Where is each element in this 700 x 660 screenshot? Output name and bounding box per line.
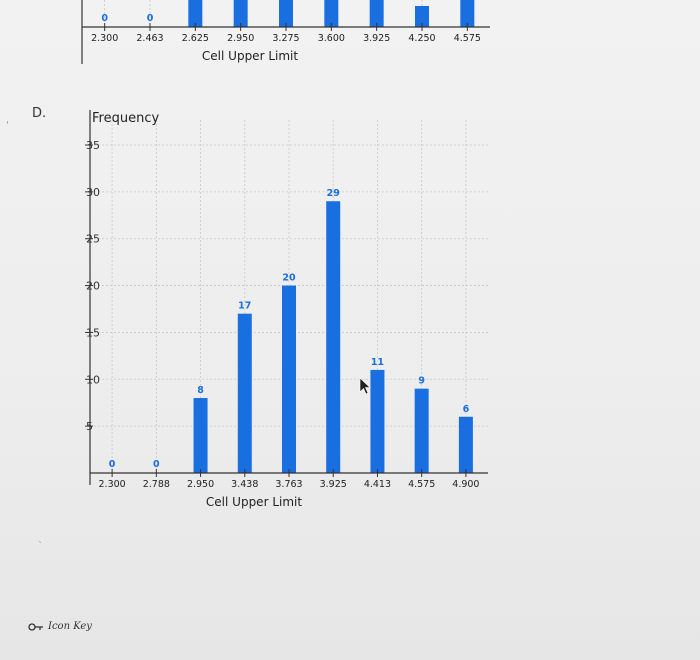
x-tick-label: 3.925 (320, 479, 347, 490)
stray-mark-lower: ` (38, 541, 43, 552)
x-tick-label: 3.275 (272, 33, 299, 44)
x-tick-label: 4.575 (408, 479, 435, 490)
y-tick-label: 25 (86, 233, 100, 246)
stray-mark-left: ' (6, 120, 9, 131)
x-tick-label: 3.600 (318, 33, 345, 44)
y-tick-label: 15 (86, 326, 100, 339)
bar-data-label: 17 (238, 301, 251, 312)
histogram-bar (370, 369, 385, 473)
x-tick-label: 4.413 (364, 479, 391, 490)
y-tick-label: 10 (86, 373, 100, 386)
histogram-bar (324, 0, 339, 27)
y-tick-label: 30 (86, 186, 100, 199)
x-tick-label: 2.300 (99, 479, 126, 490)
histogram-bar (458, 416, 473, 473)
x-tick-label: 3.925 (363, 33, 390, 44)
key-icon (28, 622, 43, 631)
bar-data-label: 9 (418, 376, 425, 387)
histogram-bar (233, 0, 248, 27)
x-tick-label: 2.463 (136, 33, 163, 44)
histogram-option-c-partial: 2.300 2.463 2.625 2.950 3.275 3.600 3.925 4.250… (81, 0, 490, 64)
option-d-label: D. (32, 106, 47, 121)
x-axis-title: Cell Upper Limit (206, 495, 302, 509)
y-tick-label: 20 (86, 280, 100, 293)
histogram-bar (326, 201, 341, 473)
x-tick-label: 2.950 (187, 479, 214, 490)
bar-data-label: 29 (327, 188, 340, 199)
icon-key-label: Icon Key (48, 621, 92, 632)
histogram-bar (415, 6, 429, 27)
histogram-bar (460, 0, 475, 27)
x-axis-title: Cell Upper Limit (202, 49, 298, 63)
mouse-cursor-icon (359, 377, 371, 395)
histogram-bar (282, 285, 296, 473)
bar-data-label: 0 (109, 459, 116, 470)
x-tick-label: 3.763 (275, 479, 302, 490)
histogram-bar (369, 0, 384, 27)
x-tick-label: 2.788 (143, 479, 170, 490)
histogram-bar (414, 388, 429, 473)
histogram-bar (237, 313, 252, 473)
y-axis-title: Frequency (92, 111, 159, 126)
bar-data-label: 0 (101, 13, 108, 24)
x-tick-label: 2.950 (227, 33, 254, 44)
bar-data-label: 0 (147, 13, 154, 24)
x-tick-label: 3.438 (231, 479, 258, 490)
histogram-option-d: 35 30 25 20 15 10 5 2.300 2.788 2.950 3.438 3.763 3… (85, 110, 488, 509)
bar-data-label: 6 (463, 404, 470, 415)
x-tick-label: 2.625 (182, 33, 209, 44)
bar-data-label: 8 (197, 385, 204, 396)
x-tick-label: 2.300 (91, 33, 118, 44)
bar-data-label: 11 (371, 357, 384, 368)
x-tick-label: 4.575 (454, 33, 481, 44)
x-tick-label: 4.900 (452, 479, 479, 490)
histogram-bar (279, 0, 293, 27)
y-tick-label: 35 (86, 139, 100, 152)
histogram-bar (188, 0, 203, 27)
bar-data-label: 0 (153, 459, 160, 470)
histogram-bar (193, 398, 208, 473)
bar-data-label: 20 (282, 273, 296, 284)
icon-key[interactable]: Icon Key (28, 621, 92, 632)
y-tick-label: 5 (86, 420, 93, 433)
x-tick-label: 4.250 (408, 33, 435, 44)
